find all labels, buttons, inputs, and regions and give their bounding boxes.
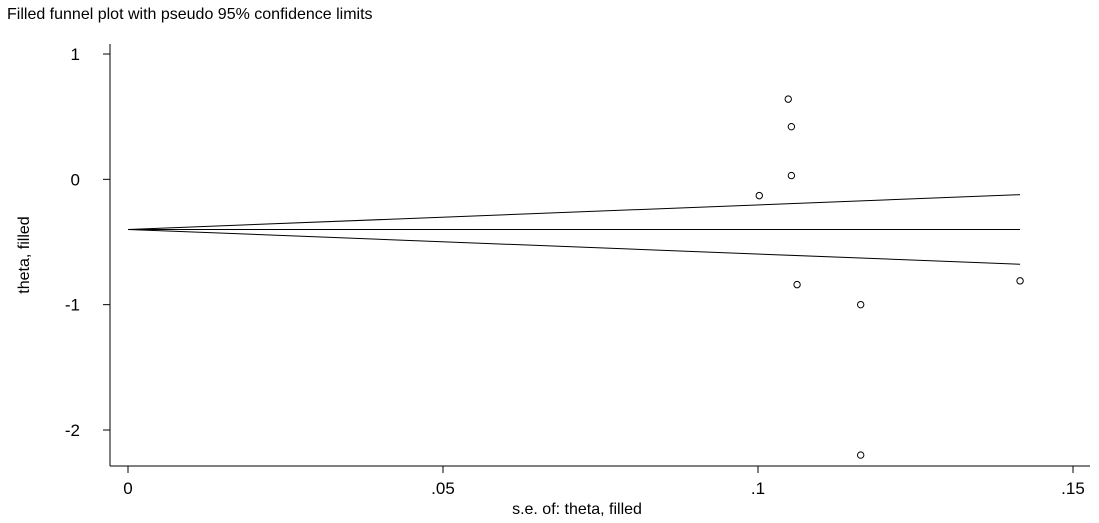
x-tick-label: .1 — [751, 479, 765, 498]
x-tick-label: 0 — [123, 479, 132, 498]
data-point — [1016, 277, 1024, 285]
y-tick-label: 1 — [71, 45, 80, 64]
y-tick-label: -1 — [65, 296, 80, 315]
x-axis-label: s.e. of: theta, filled — [512, 501, 642, 518]
x-tick-label: .05 — [431, 479, 455, 498]
lower-confidence-limit — [127, 228, 1021, 265]
data-point — [793, 280, 801, 289]
data-point — [784, 95, 792, 103]
data-point — [755, 191, 763, 200]
y-tick-label: 0 — [71, 170, 80, 189]
y-tick-label: -2 — [65, 421, 80, 440]
upper-confidence-limit — [127, 194, 1021, 230]
data-point — [787, 171, 796, 180]
chart-title: Filled funnel plot with pseudo 95% confi… — [7, 6, 373, 23]
data-point — [787, 122, 796, 131]
x-tick-label: .15 — [1061, 479, 1085, 498]
data-point — [856, 451, 865, 459]
data-point — [856, 300, 865, 309]
y-axis-label: theta, filled — [16, 216, 33, 293]
